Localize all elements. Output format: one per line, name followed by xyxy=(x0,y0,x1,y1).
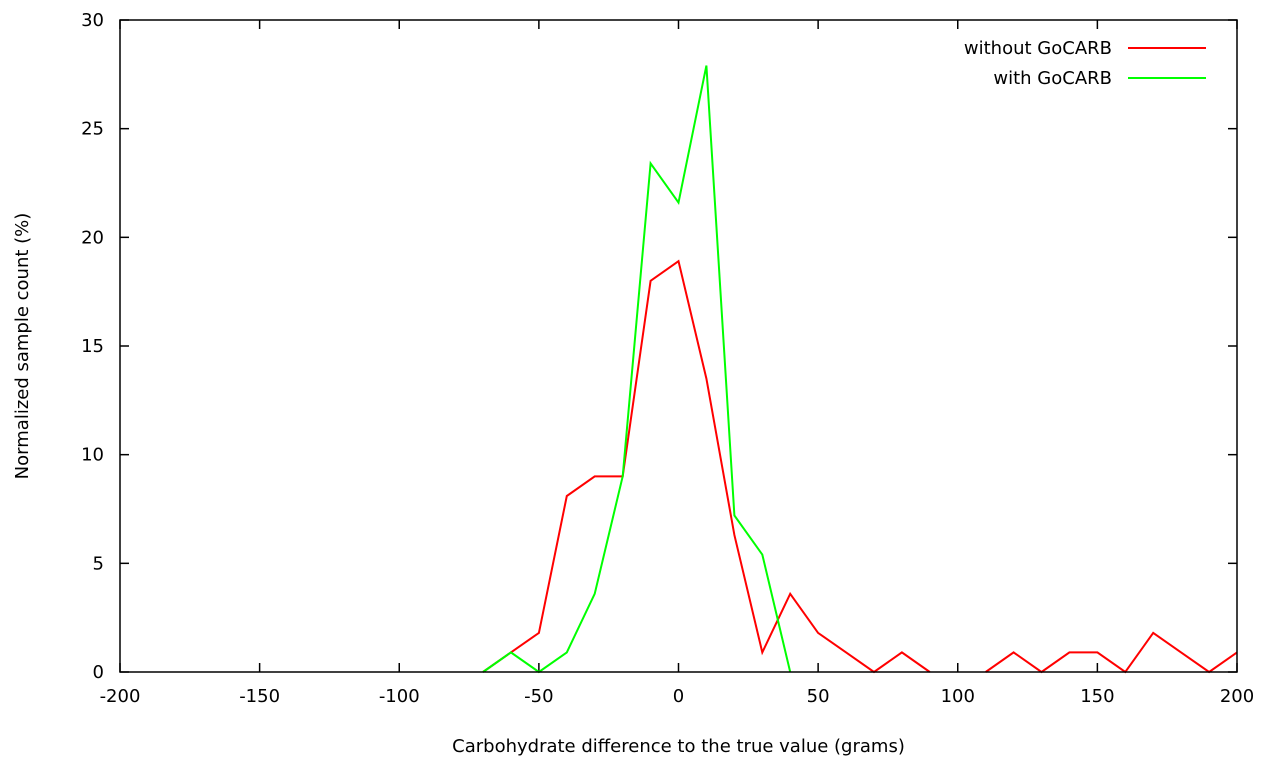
x-tick-label: -50 xyxy=(524,686,553,707)
series-layer xyxy=(482,65,1238,674)
y-tick-label: 5 xyxy=(93,553,104,574)
x-tick-label: 0 xyxy=(673,686,684,707)
x-tick-label: 50 xyxy=(807,686,830,707)
x-tick-label: 150 xyxy=(1080,686,1114,707)
series-line-0 xyxy=(482,259,1238,674)
y-tick-label: 25 xyxy=(81,119,104,140)
x-axis-label: Carbohydrate difference to the true valu… xyxy=(452,736,905,757)
legend-label: with GoCARB xyxy=(993,68,1112,89)
y-tick-label: 20 xyxy=(81,227,104,248)
x-tick-label: -100 xyxy=(379,686,420,707)
x-tick-label: -200 xyxy=(100,686,141,707)
legend: without GoCARB with GoCARB xyxy=(964,38,1206,89)
y-tick-label: 15 xyxy=(81,336,104,357)
y-tick-label: 30 xyxy=(81,10,104,31)
series-line-1 xyxy=(482,65,792,674)
plot-frame xyxy=(119,19,1238,673)
legend-label: without GoCARB xyxy=(964,38,1112,59)
ticks-layer: -200 -150 -100 -50 0 50 100 150 200 0 5 10 15 20 25 30 xyxy=(81,10,1254,707)
x-tick-label: 200 xyxy=(1220,686,1254,707)
y-axis-label: Normalized sample count (%) xyxy=(12,213,33,480)
y-tick-label: 10 xyxy=(81,445,104,466)
x-tick-label: 100 xyxy=(941,686,975,707)
x-tick-label: -150 xyxy=(239,686,280,707)
y-tick-label: 0 xyxy=(93,662,104,683)
